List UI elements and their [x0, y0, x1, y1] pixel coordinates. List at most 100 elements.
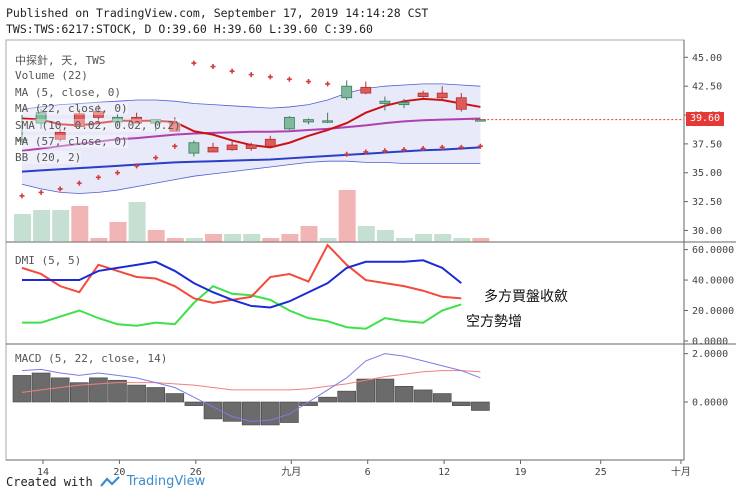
- candle: [245, 142, 257, 151]
- sar-point: [38, 189, 44, 195]
- candle-body: [264, 138, 276, 147]
- created-with-text: Created with: [6, 474, 93, 489]
- candle-body: [93, 111, 104, 118]
- time-tick-label: 25: [595, 467, 607, 478]
- volume-bar: [396, 238, 413, 242]
- volume-bar: [376, 230, 394, 242]
- tradingview-brand[interactable]: TradingView: [126, 474, 206, 489]
- candle: [207, 142, 219, 153]
- sar-point: [76, 180, 82, 186]
- candle-body: [73, 113, 85, 127]
- macd-bar: [89, 377, 108, 403]
- volume-bar: [90, 238, 108, 242]
- sar-point: [286, 76, 292, 82]
- legend-ma5: MA (5, close, 0): [15, 86, 121, 99]
- candle: [360, 81, 372, 95]
- sar-point: [19, 193, 25, 199]
- macd-bar: [356, 378, 376, 403]
- candle: [35, 109, 47, 129]
- candle: [131, 112, 143, 124]
- time-tick-label: 十月: [671, 465, 691, 478]
- sar-point: [57, 186, 63, 192]
- candle-body: [341, 85, 353, 99]
- candle: [417, 90, 429, 98]
- sar-point: [191, 60, 197, 66]
- candle: [379, 96, 391, 111]
- candle: [264, 135, 276, 148]
- candle-body: [417, 92, 429, 97]
- candle-body: [16, 138, 28, 142]
- candle: [398, 98, 410, 109]
- legend-macd: MACD (5, 22, close, 14): [15, 352, 168, 365]
- sar-point: [267, 74, 273, 80]
- candle-body: [436, 92, 448, 99]
- volume-bar: [166, 238, 184, 242]
- macd-bar: [337, 390, 357, 403]
- candle: [54, 128, 66, 142]
- sar-point: [439, 144, 445, 150]
- candle: [455, 93, 467, 112]
- macd-bar: [260, 401, 280, 426]
- candle: [226, 141, 238, 151]
- price-tick-label: 42.50: [692, 82, 722, 93]
- adx-line: [22, 259, 462, 309]
- sar-point: [306, 79, 311, 85]
- volume-bar: [205, 234, 222, 242]
- legend-sma: SMA (10, 0.02, 0.02, 0.2): [15, 119, 181, 132]
- price-tick-label: 30.00: [692, 226, 722, 237]
- sar-point: [134, 163, 140, 169]
- candle: [169, 117, 181, 132]
- dmi-tick-label: 20.0000: [692, 306, 734, 317]
- price-tick-label: 45.00: [692, 53, 722, 64]
- macd-bar: [146, 387, 165, 403]
- volume-bar: [128, 202, 146, 242]
- sar-point: [344, 151, 350, 157]
- price-tick-label: 35.00: [692, 168, 722, 179]
- legend-ma57: MA (57, close, 0): [15, 135, 128, 148]
- sar-point: [325, 81, 331, 87]
- dmi-plus-line: [22, 284, 462, 330]
- time-tick-label: 20: [113, 467, 125, 478]
- volume-bar: [224, 234, 242, 242]
- volume-bar: [14, 214, 31, 242]
- volume-bar: [415, 234, 433, 242]
- candle-body: [207, 146, 219, 153]
- candle-body: [169, 122, 181, 132]
- macd-bar: [203, 401, 223, 420]
- sar-point: [477, 143, 483, 149]
- candle: [322, 112, 334, 124]
- dmi-tick-label: 40.0000: [692, 276, 734, 287]
- legend-symbol: 中探針, 天, TWS: [15, 52, 106, 68]
- tradingview-logo-icon: [99, 475, 120, 487]
- macd-bar: [31, 372, 51, 403]
- volume-bar: [52, 210, 70, 242]
- macd-signal-line: [21, 370, 481, 393]
- candle-body: [245, 144, 257, 149]
- annotation-bear-rise: 空方勢增: [466, 314, 522, 330]
- time-tick-label: 6: [365, 467, 371, 478]
- legend-ma22: MA (22, close, 0): [15, 102, 128, 115]
- macd-bar: [12, 375, 32, 403]
- candle: [16, 115, 28, 143]
- macd-bar: [451, 401, 471, 406]
- time-tick-label: 26: [190, 467, 202, 478]
- sar-point: [420, 146, 426, 152]
- candle-body: [150, 119, 162, 124]
- sar-point: [458, 144, 464, 150]
- macd-bar: [394, 385, 414, 403]
- candle-body: [112, 116, 123, 123]
- annotation-bull-converge: 多方買盤收斂: [484, 289, 568, 305]
- sar-point: [210, 64, 216, 70]
- price-tick-label: 32.50: [692, 197, 722, 208]
- sar-point: [172, 143, 178, 149]
- volume-bar: [338, 190, 356, 242]
- volume-bar: [300, 226, 318, 242]
- macd-bar: [280, 401, 299, 423]
- time-tick-label: 12: [438, 467, 450, 478]
- sma-line: [21, 117, 481, 152]
- volume-bar: [71, 206, 89, 242]
- candle: [341, 80, 353, 101]
- sar-point: [382, 148, 388, 154]
- candle-body: [322, 120, 334, 123]
